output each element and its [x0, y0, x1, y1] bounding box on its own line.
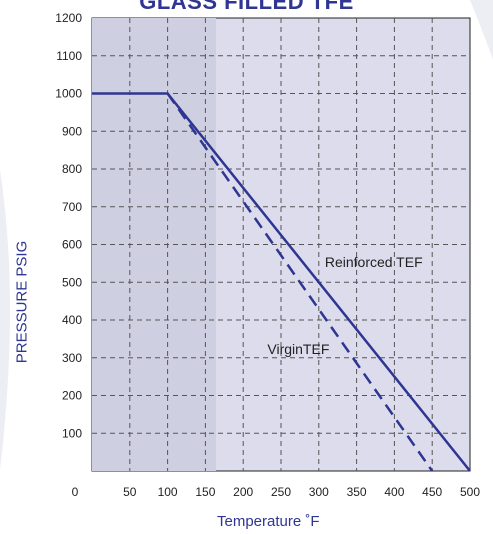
y-tick-label: 100 [62, 426, 82, 440]
y-tick-label: 400 [62, 313, 82, 327]
x-tick-label: 200 [233, 485, 253, 499]
y-axis-label: PRESSURE PSIG [13, 240, 31, 364]
annotations: Reinforced TEF VirginTEF [267, 254, 422, 357]
y-tick-label: 700 [62, 200, 82, 214]
x-tick-label: 150 [195, 485, 215, 499]
x-tick-label: 300 [309, 485, 329, 499]
series-group [92, 92, 471, 472]
y-tick-label: 200 [62, 389, 82, 403]
chart-title: GLASS FILLED TFE [139, 0, 354, 14]
x-axis-label: Temperature ˚F [217, 513, 320, 530]
y-tick-label: 1100 [56, 49, 82, 63]
x-tick-label: 50 [123, 485, 137, 499]
x-tick-label: 0 [72, 485, 79, 499]
x-tick-label: 350 [347, 485, 367, 499]
y-tick-label: 1200 [55, 11, 82, 25]
y-tick-label: 900 [62, 124, 82, 138]
x-tick-label: 450 [422, 485, 442, 499]
y-tick-label: 600 [62, 238, 82, 252]
x-tick-label: 500 [460, 485, 480, 499]
x-tick-label: 250 [271, 485, 291, 499]
y-axis: 100 200 300 400 500 600 700 800 900 1000 1100 1200 [55, 11, 82, 440]
y-tick-label: 500 [62, 275, 82, 289]
x-tick-label: 100 [158, 485, 178, 499]
series-line [166, 92, 434, 472]
series-annotation: VirginTEF [267, 341, 329, 357]
y-tick-label: 300 [62, 351, 82, 365]
y-tick-label: 800 [62, 162, 82, 176]
grid [92, 18, 470, 471]
x-axis: 0 50 100 150 200 250 300 350 400 450 500 [72, 485, 481, 499]
y-tick-label: 1000 [55, 87, 82, 101]
series-annotation: Reinforced TEF [325, 254, 423, 270]
x-tick-label: 400 [384, 485, 404, 499]
